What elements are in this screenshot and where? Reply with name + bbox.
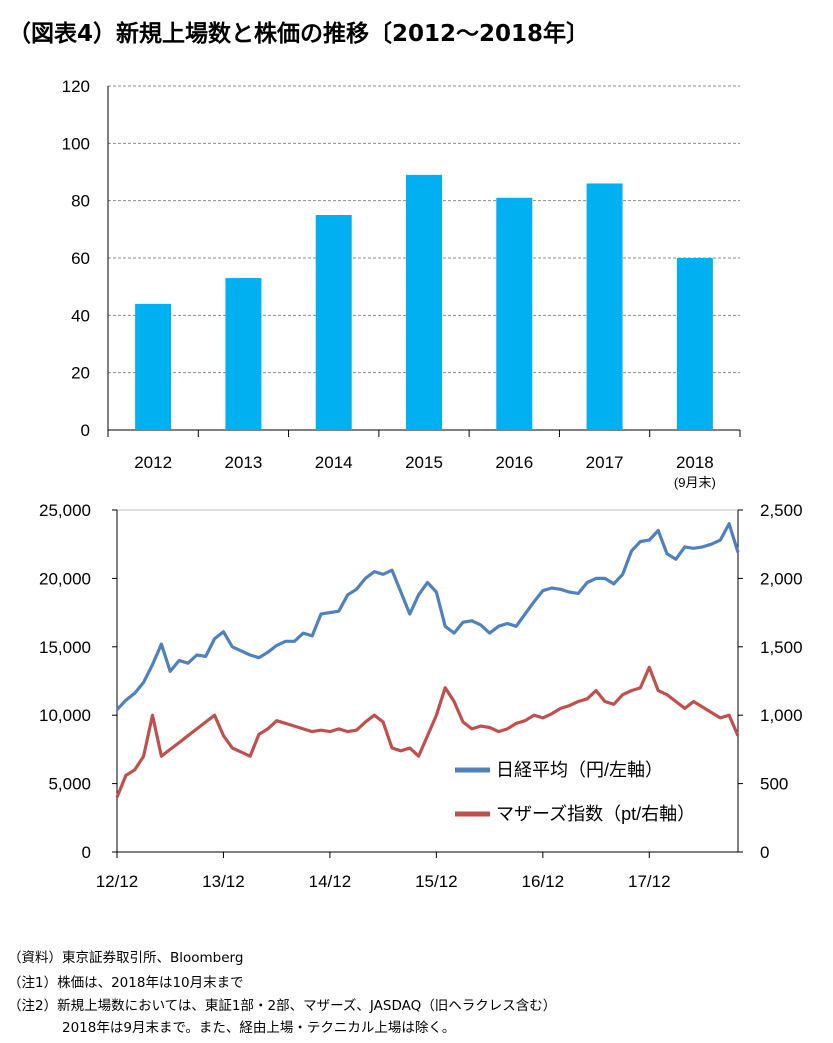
right-y-tick-label: 2,500 — [760, 501, 803, 520]
bar-y-tick-label: 100 — [62, 134, 90, 153]
bar — [496, 197, 533, 430]
left-y-tick-label: 10,000 — [39, 706, 91, 725]
left-y-tick-label: 25,000 — [39, 501, 91, 520]
line-x-tick-label: 17/12 — [628, 872, 671, 891]
bar-x-tick-label: 2018 — [676, 453, 714, 472]
line-x-tick-label: 13/12 — [202, 872, 245, 891]
left-y-tick-label: 20,000 — [39, 569, 91, 588]
mothers-line — [115, 665, 740, 798]
left-y-tick-label: 15,000 — [39, 638, 91, 657]
bar — [406, 174, 442, 430]
bar-y-tick-label: 20 — [71, 364, 90, 383]
bar — [586, 183, 623, 430]
bar-x-tick-label: 2015 — [405, 453, 443, 472]
note-1: （注1）株価は、2018年は10月末まで — [8, 975, 244, 991]
bar-x-tick-label: 2012 — [134, 453, 172, 472]
bar-y-tick-label: 120 — [62, 77, 90, 96]
line-x-tick-label: 12/12 — [96, 872, 139, 891]
bar — [135, 303, 172, 430]
bar-y-tick-label: 40 — [71, 306, 90, 325]
note-2-continued: 2018年は9月末まで。また、経由上場・テクニカル上場は除く。 — [62, 1020, 456, 1036]
right-y-tick-label: 1,000 — [760, 706, 803, 725]
bar-x-tick-label: 2017 — [586, 453, 624, 472]
left-y-tick-label: 0 — [82, 843, 91, 862]
bar — [225, 278, 262, 430]
stock-line-chart: 0 5,000 10,000 15,000 20,000 25,000 0 500 1,000 1… — [39, 501, 803, 891]
line-x-tick-label: 14/12 — [309, 872, 352, 891]
bar — [315, 215, 352, 430]
legend-label: 日経平均（円/左軸） — [496, 760, 663, 780]
bar — [676, 258, 713, 430]
bar-y-tick-label: 0 — [81, 421, 90, 440]
bar-y-tick-label: 60 — [71, 249, 90, 268]
note-2: （注2）新規上場数においては、東証1部・2部、マザーズ、JASDAQ（旧ヘラクレ… — [8, 998, 557, 1014]
bar-x-tick-label: 2014 — [315, 453, 353, 472]
left-y-tick-label: 5,000 — [48, 775, 91, 794]
source-note: （資料）東京証券取引所、Bloomberg — [8, 950, 244, 966]
right-y-tick-label: 500 — [760, 775, 788, 794]
line-x-tick-label: 15/12 — [415, 872, 458, 891]
bar-x-sub-label: (9月末) — [674, 475, 716, 490]
legend-label: マザーズ指数（pt/右軸） — [496, 804, 695, 824]
line-x-tick-label: 16/12 — [522, 872, 565, 891]
right-y-tick-label: 2,000 — [760, 569, 803, 588]
right-y-tick-label: 0 — [760, 843, 769, 862]
ipo-bar-chart: 0 20 40 60 80 100 120 2012 2013 2014 2015 2016 2017 2… — [62, 77, 741, 490]
bar-y-tick-label: 80 — [71, 192, 90, 211]
right-y-tick-label: 1,500 — [760, 638, 803, 657]
bar-x-tick-label: 2016 — [495, 453, 533, 472]
bar-x-tick-label: 2013 — [225, 453, 263, 472]
nikkei-line — [115, 522, 740, 711]
page-title: （図表4）新規上場数と株価の推移〔2012～2018年〕 — [8, 21, 590, 47]
